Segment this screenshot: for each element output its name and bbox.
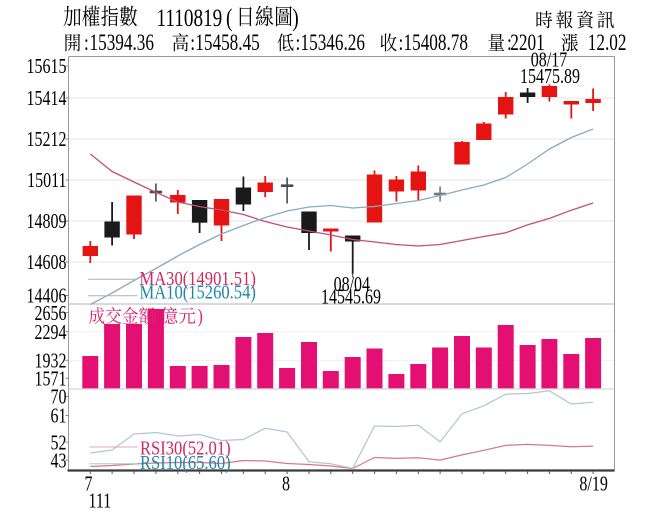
svg-text::: : (399, 31, 404, 56)
svg-text:15475.89: 15475.89 (520, 65, 580, 89)
svg-text:2294: 2294 (35, 321, 67, 345)
svg-text:15414: 15414 (27, 87, 67, 111)
svg-text:52: 52 (51, 431, 67, 455)
svg-text:70: 70 (51, 385, 67, 409)
svg-text:1932: 1932 (35, 349, 67, 373)
svg-text:(: ( (226, 3, 232, 31)
svg-text:15408.78: 15408.78 (404, 31, 468, 56)
svg-text:1110819: 1110819 (157, 3, 223, 31)
svg-text:14406: 14406 (27, 284, 67, 308)
svg-text:MA30(14901.51): MA30(14901.51) (140, 268, 256, 291)
svg-text:14545.69: 14545.69 (321, 285, 381, 309)
svg-text::: : (296, 31, 301, 56)
svg-text:14608: 14608 (27, 251, 67, 275)
svg-text::: : (190, 31, 195, 56)
svg-text:12.02: 12.02 (588, 31, 627, 56)
svg-text:08/04: 08/04 (334, 273, 371, 297)
svg-text:8/19: 8/19 (579, 472, 607, 496)
svg-text:): ) (198, 305, 203, 328)
svg-text:7: 7 (85, 472, 93, 496)
svg-text::: : (84, 31, 89, 56)
svg-text:15212: 15212 (27, 128, 67, 152)
svg-text:RSI10(65.60): RSI10(65.60) (140, 452, 231, 475)
svg-text:15394.36: 15394.36 (90, 31, 154, 56)
svg-text:8: 8 (282, 472, 290, 496)
svg-text:61: 61 (51, 404, 67, 428)
svg-text:): ) (292, 3, 298, 31)
svg-text::: : (507, 31, 512, 56)
svg-text:43: 43 (51, 449, 67, 473)
svg-text:111: 111 (89, 489, 112, 513)
svg-text:15458.45: 15458.45 (195, 31, 259, 56)
svg-text:RSI30(52.01): RSI30(52.01) (140, 437, 231, 460)
svg-text:1571: 1571 (35, 367, 67, 391)
svg-text:15011: 15011 (27, 169, 66, 193)
svg-text:14809: 14809 (27, 210, 67, 234)
svg-text:MA10(15260.54): MA10(15260.54) (140, 281, 256, 304)
svg-text:08/17: 08/17 (531, 48, 567, 72)
svg-text:2201: 2201 (510, 31, 544, 56)
svg-text:2656: 2656 (35, 302, 67, 326)
svg-text:15615: 15615 (27, 55, 67, 79)
svg-text:15346.26: 15346.26 (301, 31, 365, 56)
svg-text:(: ( (154, 305, 159, 328)
